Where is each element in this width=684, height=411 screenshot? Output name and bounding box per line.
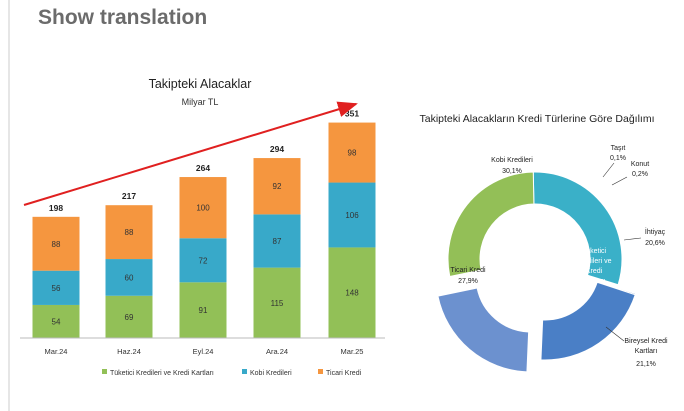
bar-segment-Mar.25-1: [328, 182, 376, 248]
bar-segment-Mar.25-2: [328, 122, 376, 183]
donut-slice-name: Taşıt: [611, 145, 626, 152]
bar-value-label: 60: [125, 273, 134, 282]
bar-total-label: 198: [49, 203, 63, 213]
bar-segment-Mar.24-2: [32, 216, 80, 271]
x-tick-label: Ara.24: [266, 347, 288, 356]
bar-segment-Haz.24-0: [105, 295, 153, 338]
bar-segment-Haz.24-1: [105, 259, 153, 296]
x-tick-label: Eyl.24: [193, 347, 214, 356]
donut-chart: Takipteki Alacakların Kredi Türlerine Gö…: [420, 113, 668, 373]
trend-arrow: [23, 101, 358, 206]
bar-value-label: 91: [199, 306, 208, 315]
donut-slice-3: [540, 281, 636, 361]
bar-segment-Ara.24-2: [253, 158, 301, 215]
stacked-bar-chart: Takipteki Alacaklar Milyar TL 54 56 88 198 Mar…: [20, 77, 385, 377]
donut-slice-value: 0,2%: [632, 171, 648, 178]
leader-line-tasit: [602, 162, 615, 178]
donut-slice-value: 30,1%: [502, 168, 522, 175]
leader-line-ihtiyac: [623, 237, 642, 241]
bar-value-label: 87: [273, 237, 282, 246]
donut-group-label: Tüketici: [582, 248, 607, 255]
bar-segment-Ara.24-0: [253, 267, 301, 338]
bar-segment-Mar.24-1: [32, 270, 80, 305]
bar-value-label: 54: [52, 317, 61, 326]
bar-value-label: 69: [125, 313, 134, 322]
x-tick-label: Mar.25: [341, 347, 364, 356]
legend-swatch: [318, 369, 323, 374]
bar-segment-Eyl.24-1: [179, 238, 227, 283]
bar-total-label: 264: [196, 163, 210, 173]
legend-swatch: [102, 369, 107, 374]
donut-slice-value: 0,1%: [610, 155, 626, 162]
leader-line-konut: [611, 176, 628, 186]
bar-value-label: 72: [199, 256, 208, 265]
bar-segment-Eyl.24-2: [179, 177, 227, 239]
content-frame: [8, 0, 684, 411]
bar-value-label: 56: [52, 284, 61, 293]
donut-group-label: Kredileri ve: [576, 258, 611, 265]
donut-slice-value: 20,6%: [645, 240, 665, 247]
donut-slice-name: İhtiyaç: [645, 227, 666, 236]
bar-value-label: 88: [125, 228, 134, 237]
bar-chart-subtitle: Milyar TL: [182, 97, 219, 107]
donut-slice-name: Bireysel Kredi: [624, 338, 668, 345]
bar-value-label: 100: [196, 204, 210, 213]
bar-value-label: 88: [52, 240, 61, 249]
donut-slice-5: [447, 171, 535, 278]
legend-label: Ticari Kredi: [326, 370, 362, 377]
donut-group-label: Kredi: [586, 268, 603, 275]
legend-swatch: [242, 369, 247, 374]
bar-segment-Ara.24-1: [253, 214, 301, 268]
x-tick-label: Mar.24: [45, 347, 68, 356]
donut-group-label: Kartları: [583, 278, 606, 285]
bar-value-label: 106: [345, 211, 359, 220]
bar-chart-title: Takipteki Alacaklar: [149, 77, 252, 91]
bar-value-label: 148: [345, 289, 359, 298]
donut-chart-title: Takipteki Alacakların Kredi Türlerine Gö…: [420, 113, 655, 125]
legend-label: Kobi Kredileri: [250, 370, 292, 377]
bar-value-label: 115: [271, 299, 284, 308]
bar-total-label: 217: [122, 191, 136, 201]
bar-total-label: 351: [345, 109, 359, 119]
bar-segment-Mar.25-0: [328, 247, 376, 338]
donut-slice-name: Kartları: [635, 348, 658, 355]
bar-segment-Eyl.24-0: [179, 282, 227, 338]
donut-slice-0: [532, 171, 623, 286]
bar-segment-Mar.24-0: [32, 304, 80, 338]
leader-line-bireysel: [605, 326, 625, 342]
bar-segment-Haz.24-2: [105, 205, 153, 260]
bar-total-label: 294: [270, 144, 284, 154]
donut-slice-4: [437, 287, 530, 373]
show-translation-link[interactable]: Show translation: [38, 6, 208, 29]
bar-value-label: 92: [273, 182, 282, 191]
x-tick-label: Haz.24: [117, 347, 141, 356]
donut-slice-name: Konut: [631, 161, 649, 168]
bar-value-label: 98: [348, 149, 357, 158]
donut-slice-name: Kobi Kredileri: [491, 157, 533, 164]
legend-label: Tüketici Kredileri ve Kredi Kartları: [110, 370, 214, 377]
donut-slice-value: 21,1%: [636, 361, 656, 368]
donut-slice-value: 27,9%: [458, 278, 478, 285]
donut-slice-name: Ticari Kredi: [450, 267, 486, 274]
